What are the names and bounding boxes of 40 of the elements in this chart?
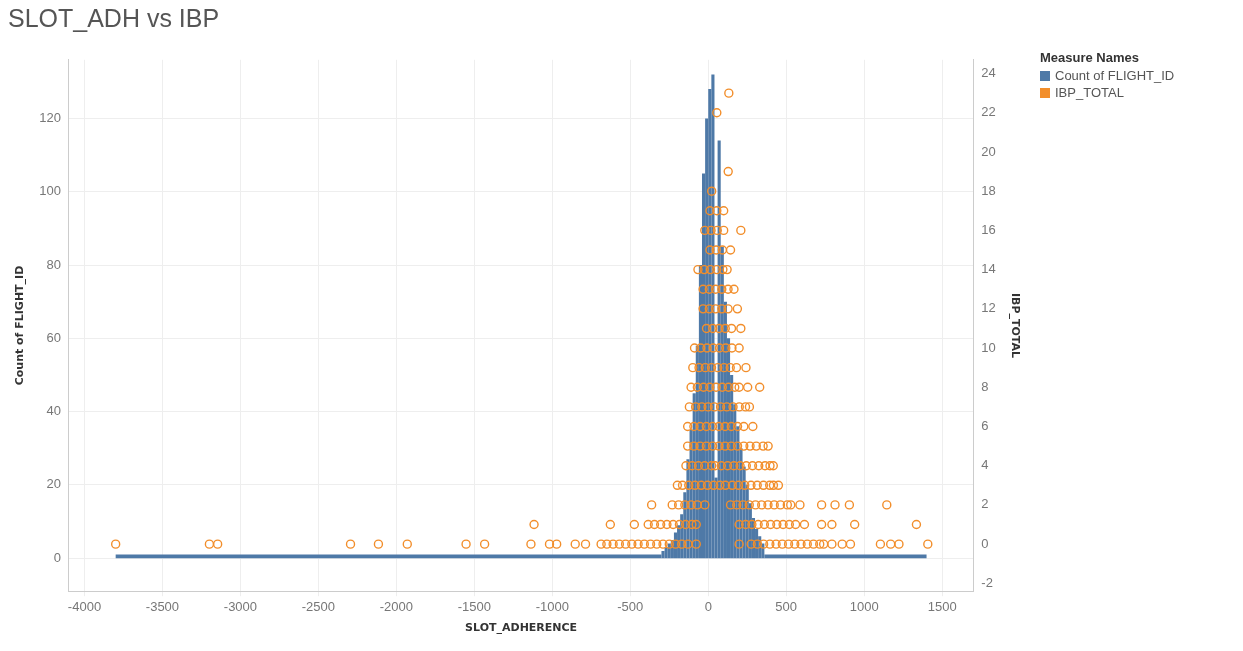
- x-tick-label: -1000: [535, 598, 569, 614]
- y-tick-label: 0: [53, 549, 61, 565]
- x-axis-title: SLOT_ADHERENCE: [465, 621, 578, 635]
- y2-tick-label: 4: [981, 457, 989, 473]
- y-tick-label: 60: [46, 329, 61, 345]
- x-tick-label: 0: [704, 598, 712, 614]
- x-tick-label: -1500: [457, 598, 491, 614]
- x-tick-label: -2000: [379, 598, 413, 614]
- y2-tick-label: 12: [981, 300, 996, 316]
- y2-tick-label: 18: [981, 182, 996, 198]
- x-tick-label: 1000: [849, 598, 879, 614]
- chart-title: SLOT_ADH vs IBP: [8, 4, 220, 33]
- y2-tick-label: 6: [981, 418, 989, 434]
- y2-tick-label: 8: [981, 378, 989, 394]
- x-tick-label: -3000: [223, 598, 258, 614]
- y2-tick-label: 16: [981, 221, 996, 237]
- x-tick-label: 1500: [927, 598, 957, 614]
- x-tick-label: -4000: [67, 598, 102, 614]
- y2-axis-title: IBP_TOTAL: [1008, 292, 1022, 359]
- legend-label: Count of FLIGHT_ID: [1055, 68, 1175, 83]
- legend-title: Measure Names: [1040, 50, 1140, 65]
- legend-label: IBP_TOTAL: [1055, 85, 1124, 100]
- y2-tick-label: 2: [981, 496, 989, 512]
- x-tick-label: -500: [617, 598, 644, 614]
- x-tick-label: -3500: [145, 598, 180, 614]
- y2-tick-label: 14: [981, 261, 996, 277]
- y2-tick-label: 22: [981, 104, 996, 120]
- y2-tick-label: 10: [981, 339, 996, 355]
- y-tick-label: 100: [39, 183, 61, 199]
- y2-tick-label: 20: [981, 143, 996, 159]
- x-tick-label: 500: [775, 598, 798, 614]
- y-tick-label: 120: [39, 110, 61, 126]
- x-tick-label: -2500: [301, 598, 336, 614]
- y2-tick-label: 0: [981, 535, 989, 551]
- y-tick-label: 80: [46, 256, 61, 272]
- y-tick-label: 40: [46, 403, 61, 419]
- y2-tick-label: 24: [981, 65, 996, 81]
- y-axis-title: Count of FLIGHT_ID: [13, 265, 27, 386]
- y-tick-label: 20: [46, 476, 61, 492]
- y2-tick-label: -2: [981, 574, 993, 590]
